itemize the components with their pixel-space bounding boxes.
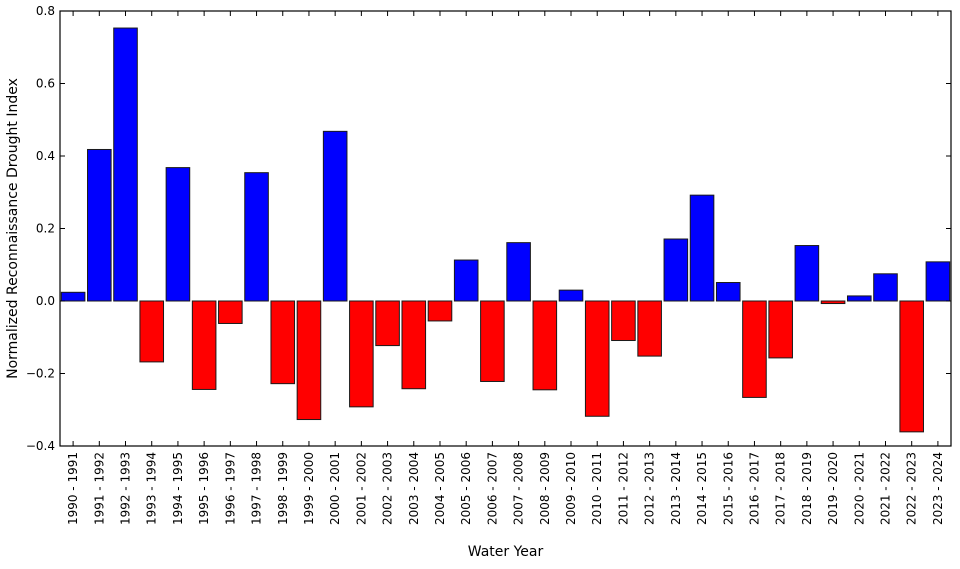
bar-2009-2010	[558, 289, 584, 302]
x-tick-label: 2006 - 2007	[485, 452, 499, 525]
x-tick-label: 2014 - 2015	[695, 452, 709, 525]
x-tick-label: 2012 - 2013	[643, 452, 657, 525]
x-tick-label: 2010 - 2011	[590, 452, 604, 525]
y-tick-label: 0.4	[36, 149, 55, 163]
x-tick-label: 2002 - 2003	[381, 452, 395, 525]
y-tick-label: 0.2	[36, 222, 55, 236]
x-tick-label: 2015 - 2016	[721, 452, 735, 525]
x-tick-label: 2011 - 2012	[616, 452, 630, 525]
x-tick-label: 2019 - 2020	[826, 452, 840, 525]
bar-2006-2007	[480, 300, 505, 382]
x-axis-title: Water Year	[468, 544, 544, 560]
x-tick-label: 2008 - 2009	[538, 452, 552, 525]
bar-1997-1998	[244, 172, 269, 302]
x-tick-label: 2001 - 2002	[354, 452, 368, 525]
bar-1998-1999	[270, 300, 296, 385]
bar-1995-1996	[191, 300, 217, 390]
y-axis: −0.4 −0.2 0.0 0.2 0.4 0.6 0.8	[26, 4, 951, 453]
y-tick-label: −0.4	[26, 439, 55, 453]
bar-2005-2006	[453, 259, 479, 302]
x-tick-label: 2020 - 2021	[852, 452, 866, 525]
bar-2002-2003	[375, 300, 400, 347]
x-axis: 1990 - 1991 1991 - 1992 1992 - 1993 1993 - …	[66, 11, 945, 525]
x-tick-label: 2016 - 2017	[748, 452, 762, 525]
bar-2004-2005	[427, 300, 453, 322]
bar-2016-2017	[742, 300, 767, 398]
bar-1999-2000	[296, 300, 322, 421]
bar-2013-2014	[663, 238, 689, 302]
bar-1992-1993	[113, 27, 138, 302]
x-tick-label: 1992 - 1993	[119, 452, 133, 525]
x-tick-label: 1995 - 1996	[197, 452, 211, 525]
bar-1991-1992	[87, 148, 112, 302]
bar-2011-2012	[611, 300, 636, 342]
y-axis-title: Normalized Reconnaissance Drought Index	[5, 78, 21, 379]
bar-2003-2004	[401, 300, 427, 390]
x-tick-label: 2022 - 2023	[905, 452, 919, 525]
x-tick-label: 2005 - 2006	[459, 452, 473, 525]
x-tick-label: 1998 - 1999	[276, 452, 290, 525]
x-tick-label: 2003 - 2004	[407, 452, 421, 525]
y-tick-label: 0.6	[36, 77, 55, 91]
bar-2017-2018	[768, 300, 793, 359]
bar-2008-2009	[532, 300, 558, 391]
x-tick-label: 2023 - 2024	[931, 452, 945, 525]
x-tick-label: 1996 - 1997	[223, 452, 237, 525]
x-tick-label: 1999 - 2000	[302, 452, 316, 525]
bar-2015-2016	[715, 282, 741, 302]
x-tick-label: 2018 - 2019	[800, 452, 814, 525]
bar-2001-2002	[349, 300, 374, 408]
bar-1996-1997	[218, 300, 243, 324]
bars-group	[60, 27, 951, 433]
x-tick-label: 1993 - 1994	[145, 452, 159, 525]
x-tick-label: 1990 - 1991	[66, 452, 80, 525]
bar-2020-2021	[846, 295, 872, 302]
y-tick-label: −0.2	[26, 367, 55, 381]
bar-2000-2001	[322, 130, 348, 302]
x-tick-label: 2000 - 2001	[328, 452, 342, 525]
y-tick-label: 0.0	[36, 294, 55, 308]
x-tick-label: 2021 - 2022	[879, 452, 893, 525]
bar-2007-2008	[506, 242, 531, 302]
bar-2010-2011	[584, 300, 610, 417]
bar-2018-2019	[794, 245, 820, 302]
y-tick-label: 0.8	[36, 4, 55, 18]
bar-1994-1995	[165, 167, 191, 302]
x-tick-label: 2013 - 2014	[669, 452, 683, 525]
bar-2014-2015	[689, 194, 715, 302]
x-tick-label: 1994 - 1995	[171, 452, 185, 525]
x-tick-label: 2004 - 2005	[433, 452, 447, 525]
bar-2023-2024	[925, 261, 951, 302]
bar-2021-2022	[873, 273, 898, 302]
x-tick-label: 1997 - 1998	[250, 452, 264, 525]
x-tick-label: 2007 - 2008	[512, 452, 526, 525]
bar-1990-1991	[60, 291, 86, 302]
x-tick-label: 2017 - 2018	[774, 452, 788, 525]
bar-2012-2013	[637, 300, 662, 357]
bar-2022-2023	[899, 300, 924, 433]
x-tick-label: 2009 - 2010	[564, 452, 578, 525]
bar-1993-1994	[139, 300, 165, 363]
bar-2019-2020	[820, 300, 846, 305]
x-tick-label: 1991 - 1992	[92, 452, 106, 525]
